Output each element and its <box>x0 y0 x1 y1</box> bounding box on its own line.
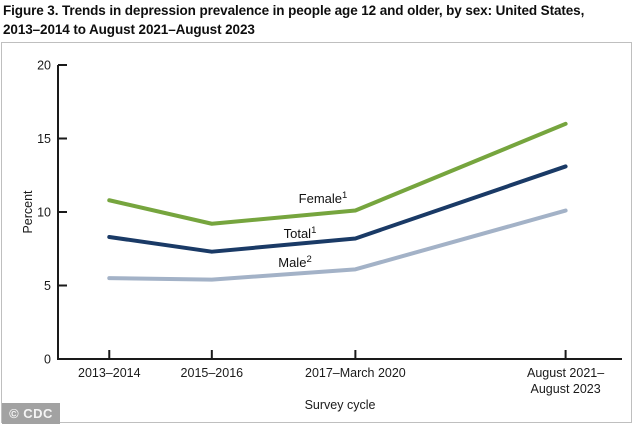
x-tick-label-line1: August 2021– <box>527 366 604 380</box>
figure-title-line2: 2013–2014 to August 2021–August 2023 <box>3 21 255 37</box>
y-tick-label: 15 <box>37 132 51 146</box>
y-tick-label: 0 <box>44 353 51 367</box>
male-label-text: Male <box>278 255 306 270</box>
x-tick-2017-march-2020: 2017–March 2020 <box>305 350 406 380</box>
total-label-text: Total <box>284 226 312 241</box>
figure-title: Figure 3. Trends in depression prevalenc… <box>3 2 631 39</box>
y-tick-label: 10 <box>37 206 51 220</box>
x-tick-label-line2: August 2023 <box>530 382 600 396</box>
x-tick-label: 2017–March 2020 <box>305 366 406 380</box>
y-tick-5: 5 <box>44 279 67 293</box>
x-tick-2013-2014: 2013–2014 <box>78 350 141 380</box>
male-line-label: Male2 <box>278 254 311 270</box>
y-tick-label: 20 <box>37 59 51 73</box>
total-line <box>107 164 568 254</box>
male-label-sup: 2 <box>306 254 311 265</box>
x-tick-label: 2015–2016 <box>181 366 244 380</box>
y-tick-15: 15 <box>37 132 67 146</box>
total-label-sup: 1 <box>311 225 316 236</box>
cdc-credit-badge: © CDC <box>2 403 60 424</box>
x-tick-label: 2013–2014 <box>78 366 141 380</box>
y-axis-title: Percent <box>21 190 35 234</box>
y-tick-20: 20 <box>37 59 67 73</box>
y-tick-0: 0 <box>44 353 67 367</box>
x-axis-title: Survey cycle <box>305 398 376 412</box>
female-line-label: Female1 <box>299 190 348 206</box>
female-line <box>107 121 568 226</box>
x-tick-2015-2016: 2015–2016 <box>181 350 244 380</box>
female-label-sup: 1 <box>342 190 347 201</box>
figure-title-line1: Figure 3. Trends in depression prevalenc… <box>3 3 585 18</box>
x-tick-august-2021-2023: August 2021– August 2023 <box>527 350 604 396</box>
y-tick-10: 10 <box>37 206 67 220</box>
total-line-label: Total1 <box>284 225 317 241</box>
male-line <box>107 208 568 282</box>
female-label-text: Female <box>299 191 342 206</box>
y-tick-label: 5 <box>44 279 51 293</box>
